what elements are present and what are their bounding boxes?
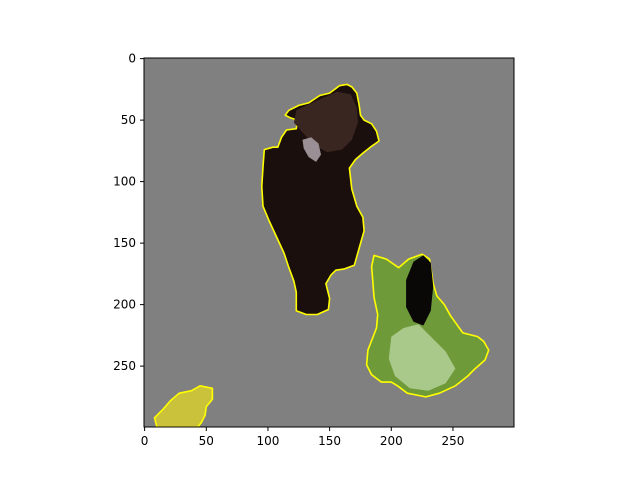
- y-tick-label: 200: [113, 298, 136, 312]
- y-tick-label: 0: [128, 52, 136, 66]
- x-tick-label: 0: [141, 434, 149, 448]
- dark-animal: [260, 83, 380, 316]
- x-tick-label: 150: [318, 434, 341, 448]
- axes-frame: [143, 57, 515, 428]
- y-tick-label: 250: [113, 359, 136, 373]
- light-stems: [388, 324, 456, 391]
- x-tick-label: 250: [441, 434, 464, 448]
- beak: [302, 137, 321, 162]
- x-tick-label: 200: [380, 434, 403, 448]
- y-axis: 0 50 100 150 200 250: [113, 52, 144, 373]
- grass-patch-bottom-left: [153, 384, 214, 427]
- x-tick-label: 100: [256, 434, 279, 448]
- black-leaf: [406, 255, 434, 326]
- y-tick-label: 50: [121, 113, 136, 127]
- x-tick-label: 50: [199, 434, 214, 448]
- shading-layer: [293, 91, 456, 391]
- y-tick-label: 150: [113, 236, 136, 250]
- y-tick-label: 100: [113, 175, 136, 189]
- fur-highlight: [293, 91, 358, 153]
- x-axis: 0 50 100 150 200 250: [141, 427, 464, 448]
